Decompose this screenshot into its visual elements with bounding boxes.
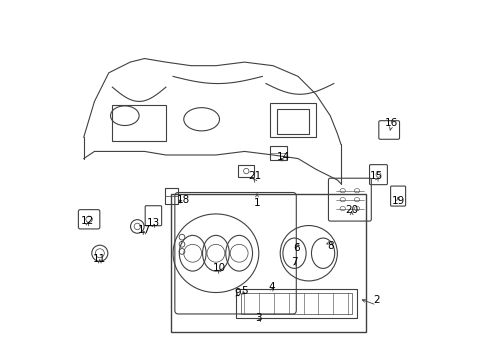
Text: 20: 20 bbox=[345, 205, 358, 215]
Bar bbox=[164, 188, 177, 204]
Bar bbox=[276, 109, 308, 134]
Text: 10: 10 bbox=[212, 262, 225, 273]
Text: 6: 6 bbox=[292, 243, 299, 253]
Bar bbox=[269, 103, 315, 137]
Text: 16: 16 bbox=[384, 118, 397, 128]
Text: 3: 3 bbox=[255, 312, 262, 323]
Bar bbox=[112, 105, 165, 141]
Text: 8: 8 bbox=[326, 241, 333, 251]
Bar bbox=[238, 165, 254, 177]
Text: 12: 12 bbox=[81, 216, 94, 226]
Bar bbox=[269, 146, 287, 160]
Text: 15: 15 bbox=[369, 171, 383, 181]
Text: 7: 7 bbox=[290, 257, 297, 267]
Bar bbox=[235, 289, 356, 318]
Text: 14: 14 bbox=[277, 152, 290, 162]
Bar bbox=[171, 194, 365, 332]
Text: 19: 19 bbox=[391, 197, 404, 206]
Text: 11: 11 bbox=[93, 253, 106, 264]
Text: 17: 17 bbox=[138, 225, 151, 235]
Text: 13: 13 bbox=[146, 218, 160, 228]
Bar bbox=[241, 293, 351, 314]
Text: 5: 5 bbox=[241, 286, 247, 296]
Text: 21: 21 bbox=[248, 171, 261, 181]
Text: 18: 18 bbox=[177, 195, 190, 204]
Text: 1: 1 bbox=[253, 198, 260, 208]
Text: 2: 2 bbox=[373, 295, 379, 305]
Text: 9: 9 bbox=[234, 288, 240, 297]
Text: 4: 4 bbox=[267, 282, 274, 292]
